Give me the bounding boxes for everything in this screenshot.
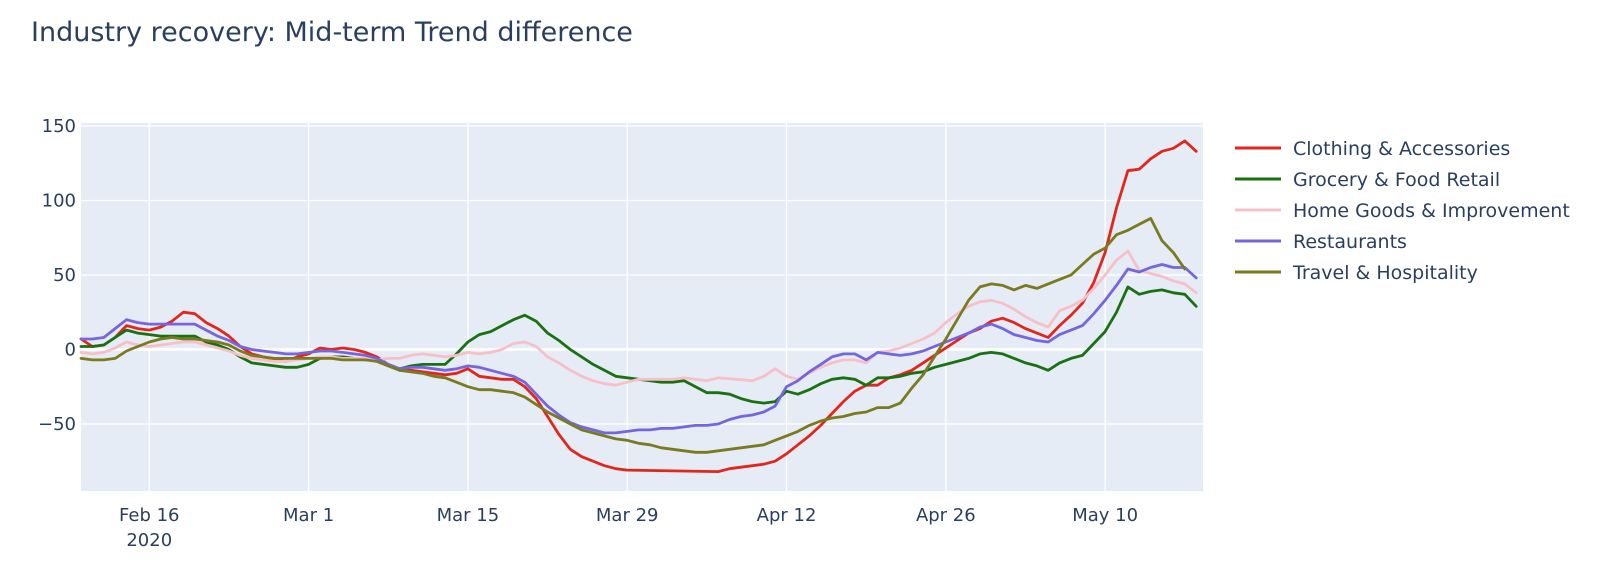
series-line-restaurants — [79, 263, 1198, 435]
x-tick-label: Apr 26 — [916, 505, 976, 526]
series-line-travel-hospitality — [79, 217, 1187, 454]
x-tick-label: Mar 15 — [437, 505, 500, 526]
legend-item-clothing-accessories[interactable]: Clothing & Accessories — [1235, 138, 1510, 160]
plot-area — [81, 123, 1203, 491]
y-tick-label: 0 — [65, 339, 76, 360]
chart-title: Industry recovery: Mid-term Trend differ… — [31, 17, 633, 48]
gridlines — [81, 123, 1203, 491]
legend-item-restaurants[interactable]: Restaurants — [1235, 231, 1407, 253]
legend-item-home-goods-improvement[interactable]: Home Goods & Improvement — [1235, 200, 1570, 222]
legend-label: Restaurants — [1293, 231, 1407, 253]
legend-label: Travel & Hospitality — [1292, 262, 1478, 284]
series-line-clothing-accessories — [79, 139, 1198, 473]
legend-label: Clothing & Accessories — [1293, 138, 1510, 160]
y-tick-label: −50 — [38, 414, 76, 435]
x-tick-label: Feb 16 — [119, 505, 180, 526]
x-tick-year-label: 2020 — [126, 530, 172, 551]
y-axis-ticks: −50 0 50 100 150 — [38, 116, 76, 435]
series-lines — [79, 139, 1198, 473]
legend-label: Grocery & Food Retail — [1293, 169, 1500, 191]
series-line-home-goods-improvement — [79, 249, 1198, 387]
x-tick-label: Mar 1 — [283, 505, 334, 526]
legend-item-grocery-food-retail[interactable]: Grocery & Food Retail — [1235, 169, 1500, 191]
x-axis-ticks: 2020 Feb 16 Mar 1 Mar 15 Mar 29 Apr 12 Apr 26… — [119, 505, 1138, 551]
legend[interactable]: Clothing & Accessories Grocery & Food Ret… — [1235, 138, 1570, 284]
legend-item-travel-hospitality[interactable]: Travel & Hospitality — [1235, 262, 1478, 284]
x-tick-label: Apr 12 — [757, 505, 817, 526]
y-tick-label: 100 — [42, 190, 76, 211]
x-tick-label: Mar 29 — [596, 505, 659, 526]
y-tick-label: 150 — [42, 116, 76, 137]
x-tick-label: May 10 — [1072, 505, 1138, 526]
y-tick-label: 50 — [53, 265, 76, 286]
legend-label: Home Goods & Improvement — [1293, 200, 1570, 222]
